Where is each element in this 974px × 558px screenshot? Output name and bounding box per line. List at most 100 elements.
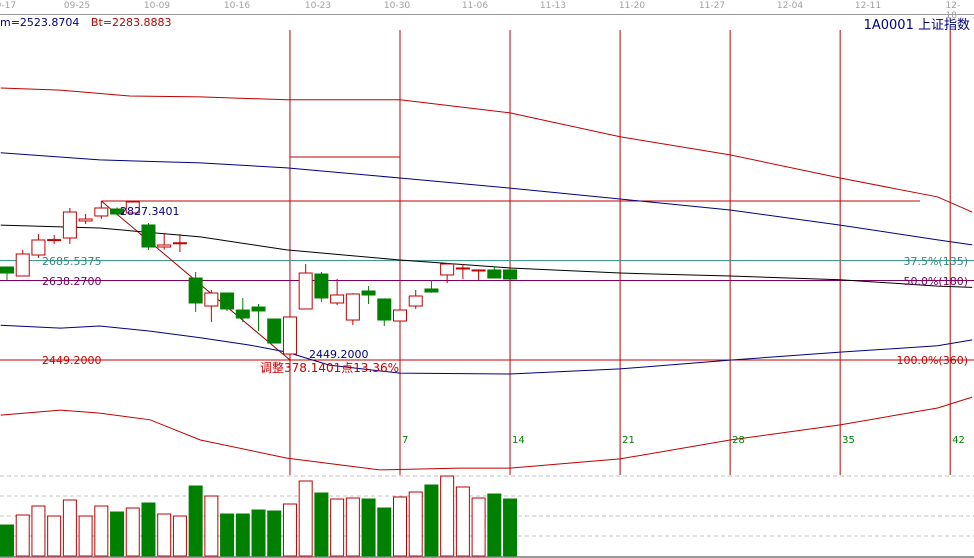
volume-bar (188, 485, 203, 557)
date-tick: 09-25 (63, 1, 91, 11)
adjust-label: 调整378.1401点13.36% (260, 360, 399, 375)
volume-bar (110, 511, 125, 557)
candle-body (47, 239, 62, 242)
volume-bar (47, 515, 62, 557)
date-tick: 12-18 (945, 1, 961, 21)
low-label: 2449.2000 (309, 348, 369, 361)
cycle-count-label: 7 (402, 435, 408, 446)
symbol-label: 1A0001 上证指数 (864, 14, 970, 33)
band-line-lower_outer (0, 396, 973, 471)
candle-body (345, 293, 360, 321)
candle-body (377, 298, 392, 321)
date-tick: 10-09 (143, 1, 171, 11)
volume-bar (267, 510, 282, 557)
cycle-count-label: 28 (732, 435, 745, 446)
candle-body (393, 309, 407, 322)
candle-body (314, 273, 329, 299)
level-label-2449: 2449.2000 (42, 354, 102, 367)
indicator-bt: Bt=2283.8883 (90, 16, 172, 29)
candle-body (94, 207, 109, 217)
candle-body (267, 318, 282, 344)
date-tick: 10-30 (383, 1, 411, 11)
indicator-m: m=2523.8704 (0, 16, 80, 29)
candle-body (110, 208, 125, 215)
fib-50-label: 50.0%(180) (903, 275, 968, 288)
band-line-upper_outer (0, 87, 973, 213)
cycle-count-label: 14 (512, 435, 525, 446)
candle-body (220, 292, 235, 310)
volume-bar (251, 509, 266, 557)
cycle-count-label: 42 (952, 435, 965, 446)
volume-bar (377, 507, 392, 557)
date-axis: 09-17 09-25 10-09 10-16 10-23 10-30 11-06 11-13… (0, 0, 974, 21)
candle-body (172, 242, 187, 245)
candle-body (282, 316, 297, 355)
candle-body (62, 211, 77, 239)
fib-100-label: 100.0%(360) (896, 354, 968, 367)
candle-body (157, 244, 172, 248)
volume-bar (487, 493, 502, 557)
band-line-middle (0, 224, 973, 288)
level-label-2685: 2685.5375 (42, 255, 102, 268)
candle-body (424, 288, 439, 293)
date-tick: 10-16 (223, 1, 251, 11)
date-tick: 11-20 (618, 1, 646, 11)
volume-bar (62, 499, 77, 557)
volume-bar (424, 484, 439, 557)
date-tick: 10-23 (304, 1, 332, 11)
date-tick: 11-13 (539, 1, 567, 11)
volume-bar (125, 507, 140, 557)
volume-bar (330, 498, 345, 557)
volume-bar (298, 480, 313, 557)
candle-body (188, 277, 203, 304)
cycle-count-label: 35 (842, 435, 855, 446)
volume-bar (157, 513, 172, 557)
cycle-count-label: 21 (622, 435, 635, 446)
volume-bar (282, 503, 297, 557)
date-tick: 11-06 (461, 1, 489, 11)
band-line-upper_inner (0, 152, 973, 246)
date-tick: 12-04 (776, 1, 804, 11)
volume-bar (440, 475, 455, 557)
candle-body (361, 290, 376, 296)
volume-bar (408, 491, 423, 557)
volume-bar (235, 513, 250, 557)
candle-body (408, 295, 423, 307)
candle-body (487, 269, 502, 279)
volume-bar (455, 486, 470, 557)
date-tick: 09-17 (0, 1, 17, 11)
symbol-code: 1A0001 (863, 18, 914, 33)
candle-body (503, 269, 518, 280)
candle-body (440, 263, 455, 276)
volume-bar (393, 496, 407, 557)
volume-bar (314, 492, 329, 557)
band-line-lower_inner (0, 324, 973, 375)
volume-bar (172, 515, 187, 557)
symbol-name: 上证指数 (917, 18, 970, 33)
candle-body (15, 253, 30, 277)
indicator-readout: m=2523.8704 Bt=2283.8883 (0, 16, 179, 29)
date-tick: 11-27 (698, 1, 726, 11)
candle-body (204, 292, 219, 307)
high-label: 2827.3401 (120, 205, 180, 218)
candle-body (330, 294, 345, 304)
candle-body (235, 309, 250, 319)
volume-bar (0, 524, 14, 557)
candle-body (125, 201, 140, 214)
candle-body (78, 218, 93, 222)
candle-body (455, 267, 470, 270)
volume-bar (15, 514, 30, 557)
volume-bar (204, 495, 219, 557)
volume-bar (361, 498, 376, 557)
candle-body (31, 239, 46, 256)
volume-bar (471, 497, 486, 557)
volume-bar (94, 505, 109, 557)
candle-body (0, 266, 14, 274)
volume-bar (31, 505, 46, 557)
volume-bar (78, 515, 93, 557)
level-label-2638: 2638.2700 (42, 275, 102, 288)
volume-bar (141, 502, 156, 557)
candle-body (298, 272, 313, 310)
candle-body (471, 269, 486, 272)
